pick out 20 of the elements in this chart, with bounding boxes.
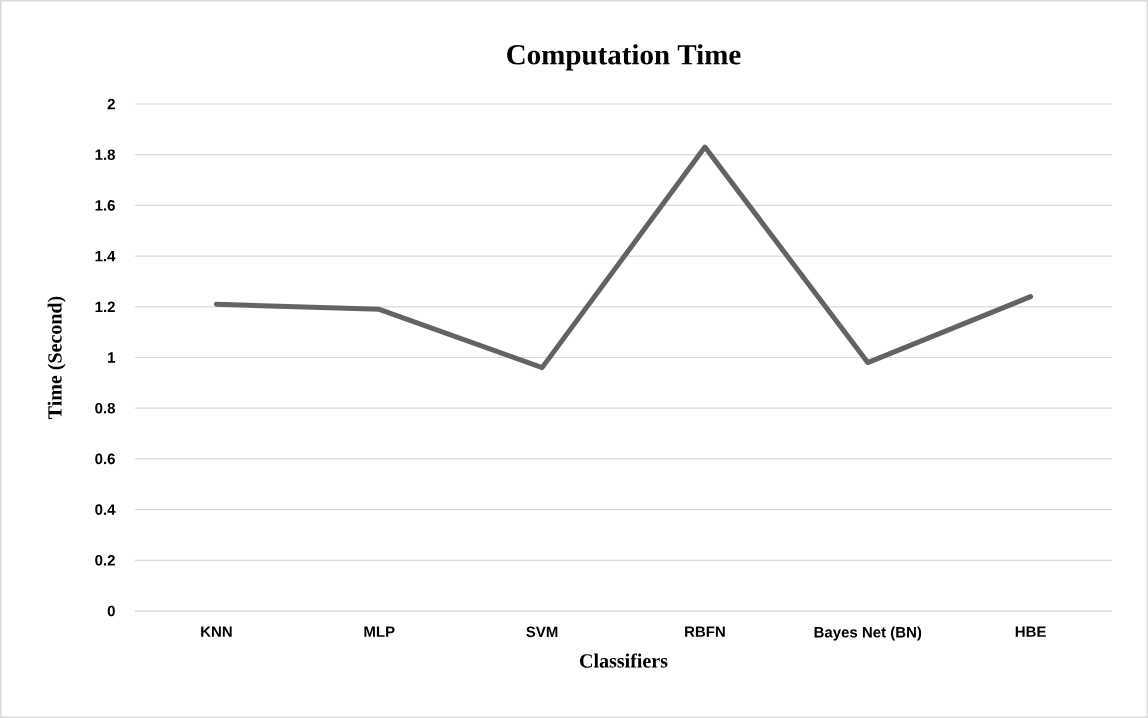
x-tick-label: MLP xyxy=(364,626,395,637)
x-tick-label: HBE xyxy=(1015,626,1046,637)
y-tick-label: 1.4 xyxy=(95,250,116,262)
y-tick-label: 0.4 xyxy=(95,504,116,515)
y-tick-label: 1.8 xyxy=(95,149,115,160)
y-tick-label: 2 xyxy=(107,98,115,110)
y-axis-title: Time (Second) xyxy=(47,296,66,419)
y-tick-label: 0.6 xyxy=(95,453,115,465)
x-tick-label: RBFN xyxy=(685,626,725,637)
x-tick-label: SVM xyxy=(526,626,558,638)
y-tick-label: 0 xyxy=(107,605,115,617)
y-tick-label: 1 xyxy=(108,352,116,363)
y-tick-label: 0.2 xyxy=(95,554,115,566)
y-tick-label: 1.6 xyxy=(95,200,115,211)
x-axis-title: Classifiers xyxy=(580,653,668,668)
y-tick-label: 1.2 xyxy=(95,301,115,313)
x-tick-label: Bayes Net (BN) xyxy=(814,626,922,641)
chart-title: Computation Time xyxy=(507,44,741,71)
x-tick-label: KNN xyxy=(201,626,232,637)
y-tick-label: 0.8 xyxy=(95,402,115,414)
